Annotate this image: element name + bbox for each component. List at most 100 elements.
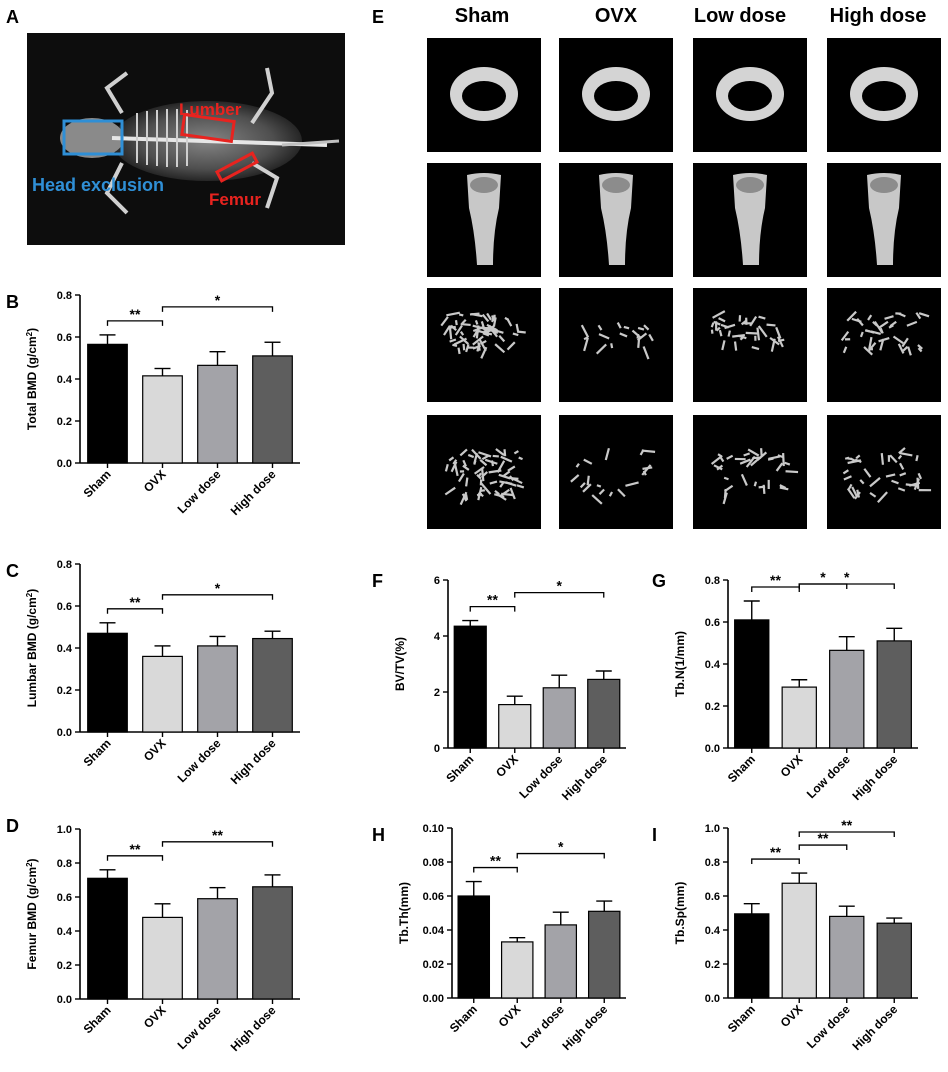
significance-label: **: [770, 572, 781, 588]
y-tick-label: 0.2: [705, 701, 720, 713]
y-axis-label: Tb.Sp(mm): [673, 882, 687, 945]
x-tick-label: Sham: [725, 752, 758, 785]
lumber-label: Lumber: [179, 100, 242, 119]
x-tick-label: High dose: [559, 752, 610, 803]
significance-label: *: [215, 580, 221, 596]
panel-label-d: D: [6, 816, 19, 836]
panel-label-b: B: [6, 292, 19, 312]
y-axis-label: Lumbar BMD (g/cm2): [25, 589, 40, 707]
x-tick-label: High dose: [228, 467, 279, 518]
microct-femur-low-dose: [693, 163, 807, 277]
y-tick-label: 0.0: [57, 727, 72, 739]
xray-image: Lumber Head exclusion Femur: [27, 33, 345, 245]
y-tick-label: 0.4: [57, 643, 73, 655]
y-tick-label: 0.0: [57, 994, 72, 1006]
bar-high-dose: [587, 910, 621, 999]
microct-femur-high-dose: [827, 163, 941, 277]
bar-high-dose: [252, 355, 293, 464]
microct-trabecular-top-ovx: [559, 415, 673, 529]
significance-label: **: [212, 827, 223, 843]
y-axis-label: Tb.Th(mm): [397, 882, 411, 944]
x-tick-label: Sham: [443, 752, 476, 785]
microct-column-ovx: OVX: [594, 5, 638, 27]
x-tick-label: Sham: [81, 1003, 114, 1036]
significance-bracket: **: [106, 306, 164, 326]
microct-trabecular-side-ovx: [559, 288, 673, 402]
mouse-skeleton-icon: [60, 67, 340, 215]
y-tick-label: 0.6: [705, 891, 720, 903]
y-tick-label: 0.8: [57, 858, 72, 870]
panel-label-i: I: [652, 825, 658, 845]
bar-high-dose: [876, 922, 912, 999]
x-tick-label: Low dose: [175, 1003, 224, 1052]
x-tick-label: Sham: [725, 1002, 758, 1035]
panel-label-g: G: [652, 571, 667, 591]
x-tick-label: Low dose: [804, 1002, 853, 1051]
x-tick-label: OVX: [141, 467, 169, 495]
x-tick-label: Low dose: [175, 736, 224, 785]
y-tick-label: 4: [434, 631, 441, 643]
significance-bracket: **: [798, 817, 895, 837]
femur-label: Femur: [209, 190, 261, 209]
bar-low-dose: [542, 687, 576, 749]
significance-bracket: **: [469, 592, 516, 612]
bar-high-dose: [587, 678, 621, 749]
significance-label: **: [841, 817, 852, 833]
microct-trabecular-top-high-dose: [827, 415, 941, 529]
significance-bracket: **: [161, 827, 274, 847]
microct-cross-section-sham: [427, 38, 541, 152]
y-tick-label: 0.8: [705, 857, 720, 869]
y-tick-label: 0.06: [423, 891, 444, 903]
bar-low-dose: [544, 924, 578, 999]
significance-label: *: [558, 839, 564, 855]
microct-cross-section-ovx: [559, 38, 673, 152]
chart-femur-bmd: 0.0 0.2 0.4 0.6 0.8 1.0 Femur BMD (g/cm2) Sham O…: [25, 824, 300, 1054]
panel-label-c: C: [6, 561, 19, 581]
microct-trabecular-side-high-dose: [827, 288, 941, 402]
microct-cross-section-high-dose: [827, 38, 941, 152]
microct-column-sham: Sham: [454, 5, 510, 27]
y-tick-label: 6: [434, 575, 440, 587]
x-tick-label: Sham: [81, 736, 114, 769]
significance-label: **: [130, 594, 141, 610]
y-tick-label: 0.08: [423, 857, 444, 869]
y-axis-label: BV/TV(%): [393, 637, 407, 691]
head-exclusion-label: Head exclusion: [32, 175, 164, 195]
y-tick-label: 0.02: [423, 959, 444, 971]
chart-total-bmd: 0.0 0.2 0.4 0.6 0.8 Total BMD (g/cm2) Sham OVX L…: [25, 290, 300, 518]
bar-sham: [87, 877, 128, 1000]
bar-sham: [87, 632, 128, 733]
microct-trabecular-top-sham: [427, 415, 541, 529]
bar-ovx: [142, 375, 183, 464]
significance-bracket: *: [798, 569, 895, 589]
bar-high-dose: [876, 640, 912, 749]
bar-sham: [457, 895, 491, 999]
significance-label: **: [130, 841, 141, 857]
y-tick-label: 0.2: [57, 685, 72, 697]
significance-bracket: *: [514, 578, 605, 598]
chart-tb-th: 0.00 0.02 0.04 0.06 0.08 0.10 Tb.Th(mm) Sham OVX…: [397, 823, 626, 1053]
x-tick-label: High dose: [228, 1003, 279, 1054]
lumber-box: [180, 112, 236, 144]
femur-box: [214, 151, 260, 183]
bar-high-dose: [252, 886, 293, 1000]
significance-bracket: **: [473, 853, 518, 873]
y-tick-label: 0.0: [705, 743, 720, 755]
x-tick-label: Low dose: [175, 467, 224, 516]
bar-ovx: [142, 916, 183, 1000]
y-tick-label: 0.2: [705, 959, 720, 971]
y-tick-label: 0.4: [57, 374, 73, 386]
y-tick-label: 0.4: [705, 659, 721, 671]
significance-label: **: [130, 306, 141, 322]
y-tick-label: 0.6: [705, 617, 720, 629]
bar-ovx: [500, 941, 534, 999]
bar-low-dose: [829, 915, 865, 999]
x-tick-label: Sham: [447, 1002, 480, 1035]
panel-label-f: F: [372, 571, 383, 591]
significance-label: *: [820, 569, 826, 585]
x-tick-label: Sham: [81, 467, 114, 500]
x-tick-label: OVX: [141, 736, 169, 764]
y-tick-label: 0.8: [57, 559, 72, 571]
